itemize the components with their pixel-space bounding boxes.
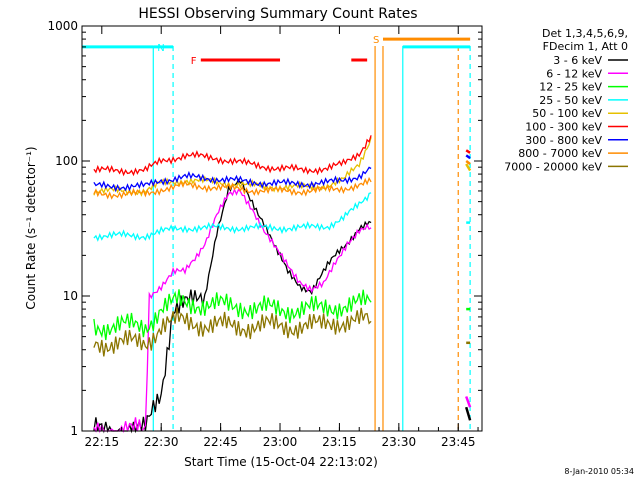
y-axis-label: Count Rate (s⁻¹ detector⁻¹): [24, 146, 38, 309]
series-line: [93, 187, 372, 434]
legend-label: 100 - 300 keV: [525, 121, 602, 134]
y-tick-label: 10: [63, 289, 78, 303]
footer-timestamp: 8-Jan-2010 05:34: [564, 467, 634, 476]
legend-label: 6 - 12 keV: [546, 67, 602, 80]
legend-header-line-2: FDecim 1, Att 0: [543, 40, 628, 53]
y-tick-label: 1: [70, 424, 78, 438]
series-late-segment: [465, 149, 471, 154]
series-line: [93, 166, 372, 193]
series-line: [93, 135, 372, 177]
y-tick-label: 100: [55, 154, 78, 168]
chart-title: HESSI Observing Summary Count Rates: [138, 6, 417, 22]
series-line: [93, 307, 372, 357]
series-line: [93, 289, 372, 341]
x-tick-label: 23:45: [441, 435, 476, 449]
flag-label-n: N: [157, 43, 164, 54]
x-axis-label: Start Time (15-Oct-04 22:13:02): [184, 455, 378, 469]
x-tick-label: 22:30: [144, 435, 179, 449]
flag-label-f: F: [191, 56, 197, 67]
legend-header: Det 1,3,4,5,6,9, FDecim 1, Att 0: [542, 27, 628, 53]
legend-label: 12 - 25 keV: [539, 81, 602, 94]
legend-label: 3 - 6 keV: [553, 54, 602, 67]
y-tick-label: 1000: [47, 19, 78, 33]
series-late-segment: [465, 396, 472, 408]
x-tick-label: 23:15: [322, 435, 357, 449]
flag-bars: N F S: [82, 35, 471, 67]
legend-label: 25 - 50 keV: [539, 94, 602, 107]
x-tick-label: 23:00: [263, 435, 298, 449]
series-line: [93, 192, 372, 242]
legend-label: 300 - 800 keV: [525, 134, 602, 147]
series-late-segment: [465, 154, 471, 160]
series-late-segment: [465, 406, 472, 421]
flag-label-s: S: [373, 35, 379, 46]
vertical-markers: [152, 46, 471, 431]
series-late-segment: [465, 160, 471, 165]
legend-label: 800 - 7000 keV: [518, 147, 602, 160]
legend-label: 7000 - 20000 keV: [504, 160, 602, 173]
plot-axes: 22:15 22:30 22:45 23:00 23:15 23:30 23:45 1 10 10…: [47, 19, 483, 449]
x-tick-label: 23:30: [382, 435, 417, 449]
legend-label: 50 - 100 keV: [532, 107, 602, 120]
legend-header-line-1: Det 1,3,4,5,6,9,: [542, 27, 628, 40]
plot-frame: [81, 25, 483, 432]
x-tick-label: 22:15: [85, 435, 120, 449]
series-late-segment: [465, 163, 472, 172]
plot-series: [93, 135, 472, 434]
x-tick-label: 22:45: [203, 435, 238, 449]
series-line: [93, 176, 372, 200]
